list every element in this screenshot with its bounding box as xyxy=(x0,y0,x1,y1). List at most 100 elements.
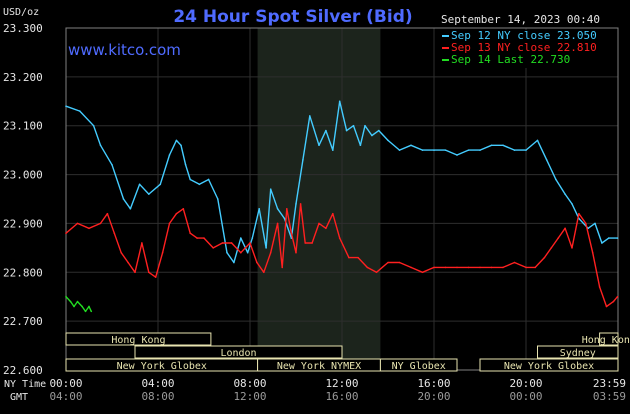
data-point xyxy=(263,271,265,274)
data-point xyxy=(251,237,254,239)
x-tick-label-ny: 20:00 xyxy=(509,377,542,390)
data-point xyxy=(295,203,297,205)
y-tick-label: 23.100 xyxy=(3,120,43,133)
data-point xyxy=(525,266,527,269)
data-point xyxy=(444,266,447,269)
data-point xyxy=(479,149,481,151)
data-point xyxy=(467,266,470,269)
legend-box xyxy=(438,30,614,68)
data-point xyxy=(359,144,362,147)
y-tick-label: 22.800 xyxy=(3,266,43,279)
data-point xyxy=(226,251,228,254)
x-tick-label-ny: 04:00 xyxy=(141,377,174,390)
chart-title: 24 Hour Spot Silver (Bid) xyxy=(173,7,412,27)
data-point xyxy=(578,212,580,215)
data-point xyxy=(175,139,178,142)
data-point xyxy=(338,237,341,239)
data-point xyxy=(180,144,182,147)
nymex-shade xyxy=(257,28,381,370)
data-point xyxy=(550,247,553,249)
session-label: New York Globex xyxy=(117,361,207,372)
data-point xyxy=(240,237,242,239)
data-point xyxy=(69,300,72,303)
data-point xyxy=(366,266,369,269)
data-point xyxy=(65,295,67,298)
data-point xyxy=(555,178,557,181)
data-point xyxy=(65,232,67,234)
watermark: www.kitco.com xyxy=(68,41,181,59)
session-bar xyxy=(65,332,212,346)
data-point xyxy=(332,149,334,151)
data-point xyxy=(256,261,258,264)
data-point xyxy=(591,251,594,254)
legend-item-sep13: Sep 13 NY close 22.810 xyxy=(451,41,597,54)
data-point xyxy=(444,149,447,151)
y-tick-label: 23.300 xyxy=(3,22,43,35)
data-point xyxy=(99,222,102,225)
x-tick-label-gmt: 20:00 xyxy=(417,390,450,403)
data-point xyxy=(129,207,132,210)
data-point xyxy=(265,247,267,249)
data-point xyxy=(357,256,359,259)
session-label: Hong Kong xyxy=(111,335,165,346)
data-point xyxy=(134,271,136,274)
data-point xyxy=(76,222,79,225)
series-line-1 xyxy=(65,100,618,264)
data-point xyxy=(168,222,171,225)
data-point xyxy=(456,154,458,156)
session-label: New York NYMEX xyxy=(277,361,361,372)
data-point xyxy=(571,247,573,249)
data-point xyxy=(159,183,162,186)
x-tick-label-gmt: 12:00 xyxy=(233,390,266,403)
data-point xyxy=(387,139,389,142)
session-bar xyxy=(134,345,343,359)
data-point xyxy=(207,178,210,181)
data-point xyxy=(490,266,493,269)
data-point xyxy=(338,100,341,103)
data-point xyxy=(456,266,458,269)
data-point xyxy=(73,305,75,308)
y-tick-label: 22.900 xyxy=(3,217,43,230)
data-point xyxy=(138,183,141,186)
data-point xyxy=(249,242,251,244)
data-point xyxy=(106,212,109,215)
data-point xyxy=(230,242,233,244)
data-point xyxy=(601,242,603,244)
data-point xyxy=(283,217,286,220)
data-point xyxy=(543,256,546,259)
legend-item-sep14: Sep 14 Last 22.730 xyxy=(451,53,570,66)
data-point xyxy=(410,266,412,269)
data-point xyxy=(175,212,178,215)
data-point xyxy=(318,144,320,147)
data-point xyxy=(203,237,205,239)
data-point xyxy=(154,276,157,278)
data-point xyxy=(161,251,164,254)
timestamp: September 14, 2023 00:40 xyxy=(441,13,600,26)
data-point xyxy=(286,207,288,210)
x-tick-label-ny: 16:00 xyxy=(417,377,450,390)
data-point xyxy=(182,207,185,210)
data-point xyxy=(513,149,516,151)
data-point xyxy=(467,149,470,151)
data-point xyxy=(276,207,279,210)
data-point xyxy=(309,115,311,117)
session-label: New York Globex xyxy=(504,361,594,372)
data-point xyxy=(113,232,116,234)
data-point xyxy=(598,286,601,288)
session-label: Hong Kong xyxy=(582,335,630,346)
data-point xyxy=(616,237,619,239)
data-point xyxy=(545,159,548,161)
data-point xyxy=(387,261,389,264)
data-point xyxy=(398,149,401,151)
data-point xyxy=(88,227,90,230)
data-point xyxy=(352,124,355,127)
series-line-3 xyxy=(65,296,92,313)
data-point xyxy=(612,300,615,303)
data-point xyxy=(276,222,279,225)
data-point xyxy=(332,212,334,215)
data-point xyxy=(502,266,504,269)
data-point xyxy=(585,222,587,225)
data-point xyxy=(90,310,93,313)
